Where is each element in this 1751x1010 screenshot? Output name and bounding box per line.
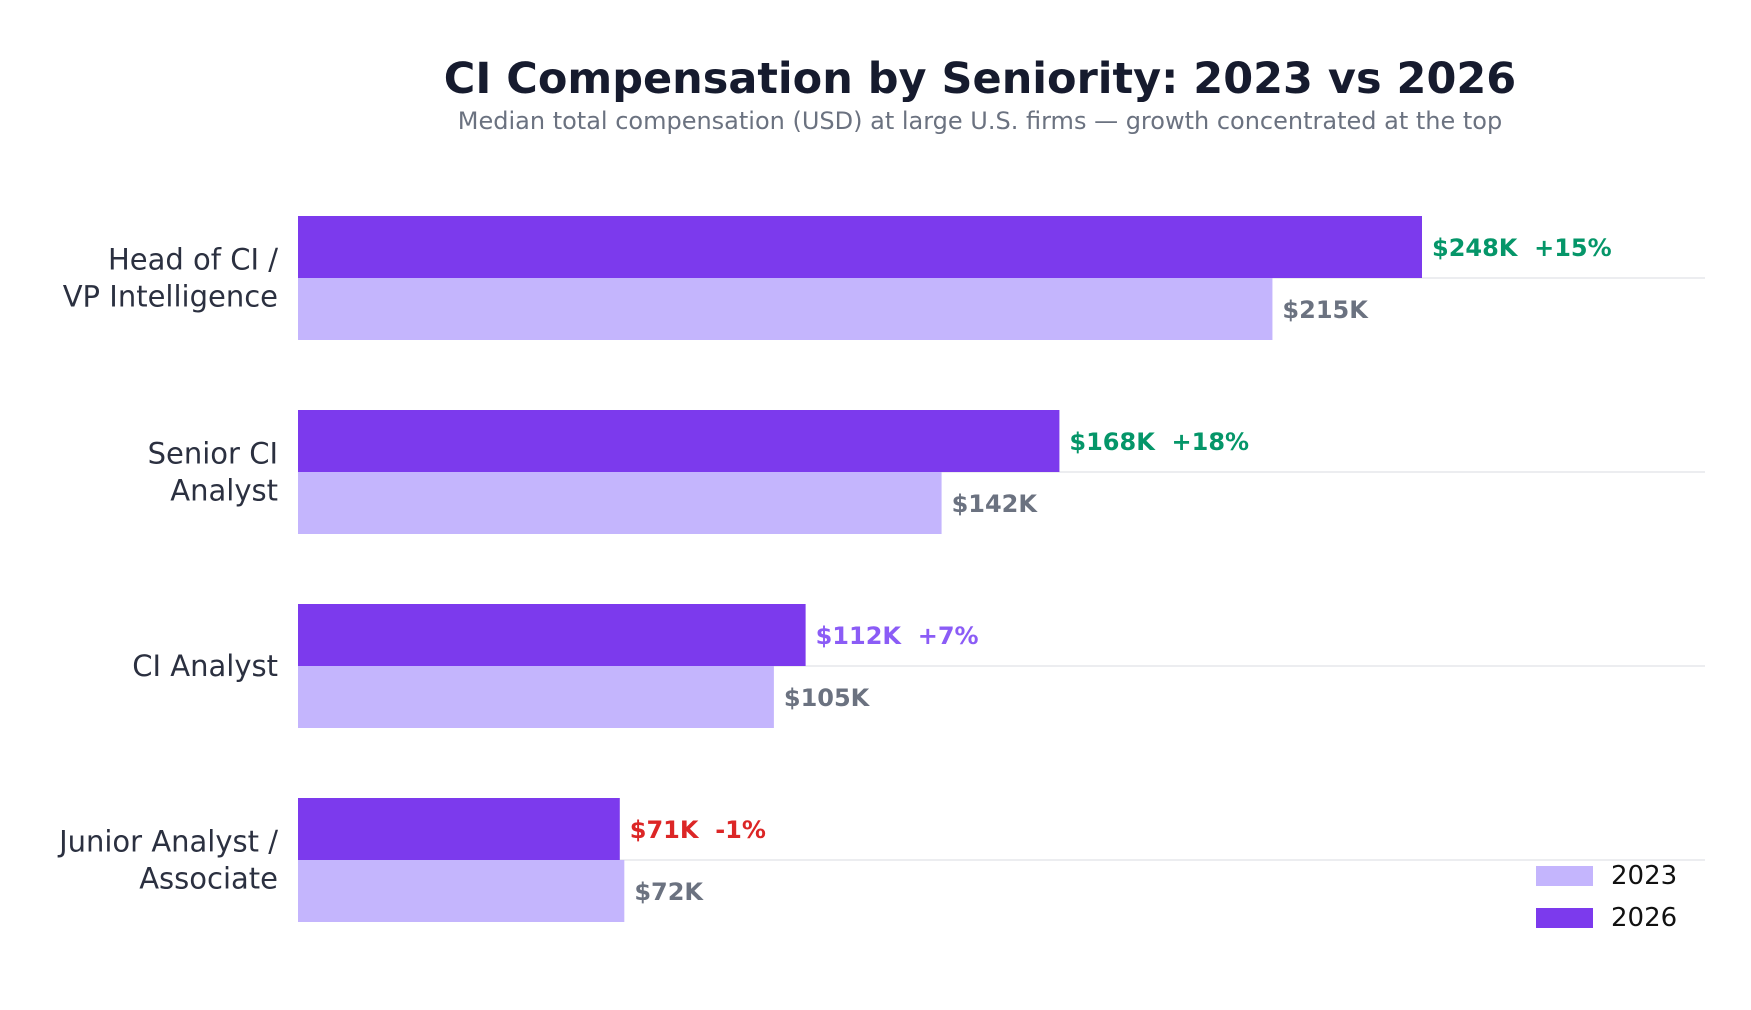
bar-2023 xyxy=(298,472,942,534)
chart-title: CI Compensation by Seniority: 2023 vs 20… xyxy=(444,54,1516,104)
category-label: VP Intelligence xyxy=(63,280,278,314)
bar-2023 xyxy=(298,278,1273,340)
bar-2026 xyxy=(298,216,1422,278)
bar-2026 xyxy=(298,604,806,666)
bar-2023 xyxy=(298,860,625,922)
data-label-2026: $112K +7% xyxy=(816,622,979,650)
category-label: Analyst xyxy=(170,474,278,508)
data-label-2023: $142K xyxy=(952,490,1039,518)
legend-swatch-2026 xyxy=(1536,908,1593,928)
bar-2026 xyxy=(298,798,620,860)
bar-2026 xyxy=(298,410,1060,472)
data-label-2026: $168K +18% xyxy=(1069,428,1249,456)
category-label: Senior CI xyxy=(148,437,278,471)
plot-area: $248K +15% $215K Head of CI /VP Intelligen… xyxy=(57,216,1705,922)
category-label: Junior Analyst / xyxy=(57,825,278,859)
chart-subtitle: Median total compensation (USD) at large… xyxy=(458,107,1502,135)
legend-label-2023: 2023 xyxy=(1611,861,1677,891)
legend-label-2026: 2026 xyxy=(1611,903,1677,933)
bar-2023 xyxy=(298,666,774,728)
data-label-2023: $72K xyxy=(634,878,704,906)
category-label: Head of CI / xyxy=(108,243,278,277)
category-label: Associate xyxy=(139,862,278,896)
data-label-2026: $248K +15% xyxy=(1432,234,1612,262)
legend-swatch-2023 xyxy=(1536,866,1593,886)
data-label-2023: $215K xyxy=(1282,296,1369,324)
category-label: CI Analyst xyxy=(132,649,278,683)
data-label-2023: $105K xyxy=(784,684,871,712)
data-label-2026: $71K -1% xyxy=(630,816,766,844)
legend: 2023 2026 xyxy=(1536,861,1677,933)
